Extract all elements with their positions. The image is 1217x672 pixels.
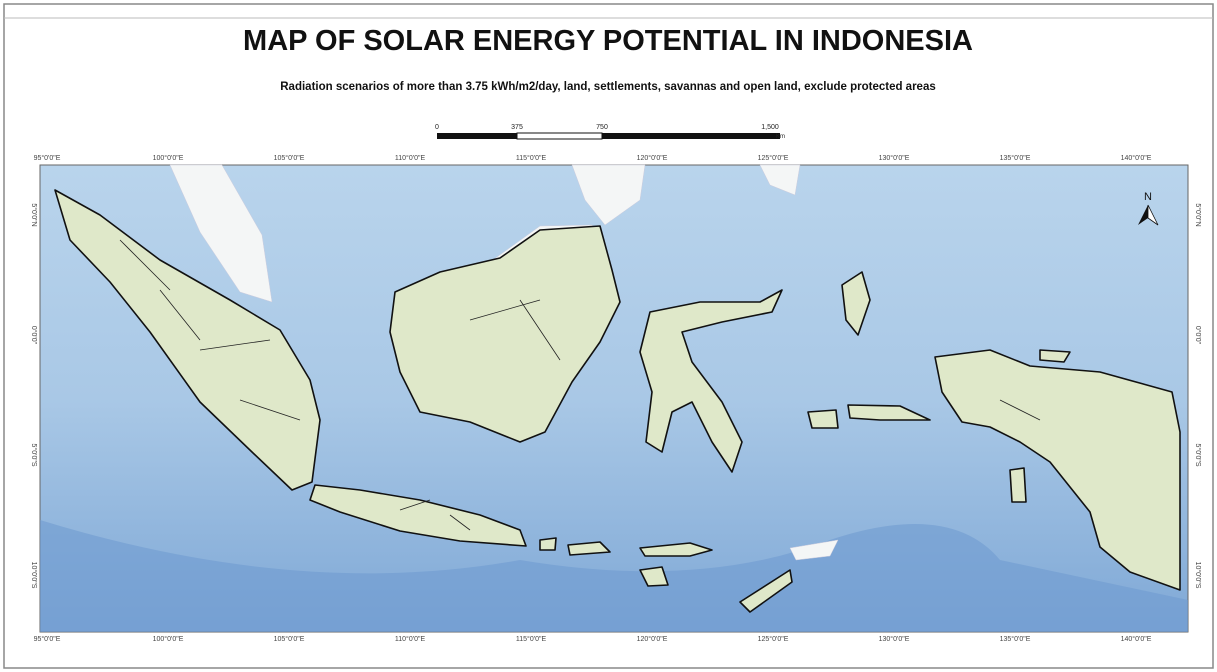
longitude-label: 95°0'0"E xyxy=(34,635,61,643)
longitude-label: 125°0'0"E xyxy=(758,635,789,643)
longitude-label: 125°0'0"E xyxy=(758,154,789,162)
scale-segment xyxy=(602,133,780,139)
latitude-label: 10°0'0"S xyxy=(1194,562,1202,589)
latitude-label: 0°0'0" xyxy=(1194,326,1202,345)
latitude-label: 10°0'0"S xyxy=(30,562,38,589)
longitude-label: 95°0'0"E xyxy=(34,154,61,162)
longitude-label: 105°0'0"E xyxy=(274,154,305,162)
latitude-label: 5°0'0"S xyxy=(30,444,38,467)
subtitle: Radiation scenarios of more than 3.75 kW… xyxy=(280,81,936,93)
scale-label: 0 xyxy=(435,124,439,131)
north-label: N xyxy=(1144,191,1152,203)
title: MAP OF SOLAR ENERGY POTENTIAL IN INDONES… xyxy=(243,25,973,57)
longitude-label: 110°0'0"E xyxy=(395,154,426,162)
longitude-label: 100°0'0"E xyxy=(153,154,184,162)
map: N xyxy=(39,164,1189,633)
longitude-label: 100°0'0"E xyxy=(153,635,184,643)
province-borders xyxy=(119,239,1041,531)
longitude-label: 120°0'0"E xyxy=(637,154,668,162)
scale-label: 1,500 xyxy=(761,124,779,131)
longitude-label: 140°0'0"E xyxy=(1121,154,1152,162)
longitude-label: 105°0'0"E xyxy=(274,635,305,643)
longitude-label: 115°0'0"E xyxy=(516,635,547,643)
scale-label: 750 xyxy=(596,124,608,131)
latitude-label: 5°0'0"N xyxy=(30,203,38,226)
scale-segment xyxy=(516,132,603,140)
indonesia-land xyxy=(54,189,1181,613)
longitude-label: 110°0'0"E xyxy=(395,635,426,643)
scale-label: 375 xyxy=(511,124,523,131)
page-frame xyxy=(3,3,1214,669)
longitude-label: 135°0'0"E xyxy=(1000,154,1031,162)
north-arrow: N xyxy=(1138,191,1159,226)
longitude-label: 130°0'0"E xyxy=(879,154,910,162)
longitude-label: 120°0'0"E xyxy=(637,635,668,643)
latitude-label: 5°0'0"N xyxy=(1194,203,1202,226)
scale-unit: Km xyxy=(776,134,785,140)
longitude-label: 135°0'0"E xyxy=(1000,635,1031,643)
scale-segment xyxy=(437,133,517,139)
latitude-label: 5°0'0"S xyxy=(1194,444,1202,467)
longitude-label: 115°0'0"E xyxy=(516,154,547,162)
deep-sea xyxy=(40,520,1188,632)
longitude-label: 140°0'0"E xyxy=(1121,635,1152,643)
latitude-label: 0°0'0" xyxy=(30,326,38,345)
scale-bar xyxy=(437,132,780,140)
longitude-label: 130°0'0"E xyxy=(879,635,910,643)
